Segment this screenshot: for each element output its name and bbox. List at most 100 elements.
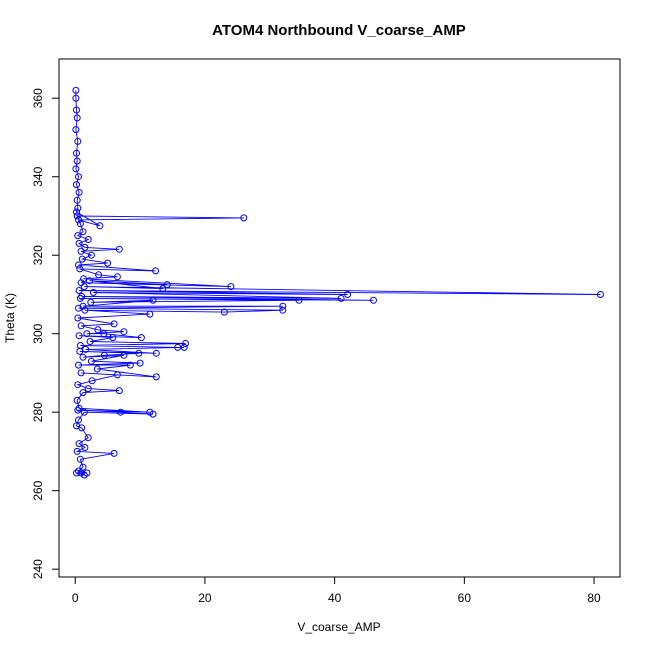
- data-point: [77, 369, 85, 377]
- data-point: [77, 322, 85, 330]
- data-point: [73, 114, 81, 122]
- data-point: [79, 228, 87, 236]
- data-point: [84, 236, 92, 243]
- data-point: [78, 424, 86, 432]
- data-point: [279, 306, 287, 314]
- data-point: [75, 239, 83, 247]
- data-point: [75, 404, 83, 412]
- data-point: [120, 351, 128, 359]
- data-point: [87, 298, 95, 306]
- data-point: [75, 416, 82, 424]
- x-tick-label: 20: [198, 591, 212, 605]
- data-point: [337, 294, 345, 302]
- data-point: [89, 289, 97, 296]
- data-point: [75, 188, 83, 196]
- data-point: [180, 343, 188, 351]
- x-tick-label: 0: [72, 591, 79, 605]
- data-point: [104, 259, 112, 267]
- series-layer: [72, 86, 604, 479]
- x-tick-label: 60: [458, 591, 472, 605]
- y-axis: 240 260 280 300 320 340 360: [31, 88, 60, 579]
- x-tick-label: 40: [328, 591, 342, 605]
- data-point: [81, 243, 89, 251]
- data-point: [75, 173, 82, 181]
- data-point: [72, 126, 80, 134]
- data-point: [75, 216, 82, 224]
- data-point: [126, 361, 134, 369]
- data-point: [94, 326, 102, 334]
- y-tick-label: 300: [31, 323, 45, 343]
- data-point: [73, 447, 81, 455]
- data-point: [78, 292, 86, 300]
- data-point: [146, 310, 154, 318]
- data-point: [73, 181, 80, 189]
- data-point: [87, 251, 95, 259]
- y-tick-label: 340: [31, 166, 45, 186]
- data-point: [149, 296, 157, 304]
- data-point: [115, 387, 123, 395]
- data-point: [240, 214, 248, 222]
- data-point: [72, 86, 80, 94]
- data-point: [74, 406, 82, 414]
- data-point: [110, 449, 118, 457]
- data-point: [75, 440, 83, 448]
- data-point: [95, 271, 103, 279]
- data-point: [88, 377, 96, 385]
- data-point: [84, 385, 92, 393]
- y-tick-label: 260: [31, 480, 45, 500]
- data-point: [73, 149, 80, 157]
- data-point: [100, 351, 108, 359]
- data-point: [100, 330, 108, 338]
- data-point: [79, 389, 87, 397]
- data-point: [76, 455, 84, 463]
- data-point: [137, 334, 145, 342]
- data-point: [73, 106, 80, 114]
- x-tick-label: 80: [587, 591, 601, 605]
- data-point: [72, 165, 80, 173]
- data-point: [77, 247, 85, 255]
- data-point: [110, 320, 118, 328]
- data-point: [113, 371, 121, 379]
- data-point: [79, 353, 87, 361]
- x-axis-label: V_coarse_AMP: [297, 620, 380, 634]
- y-axis-label: Theta (K): [3, 293, 17, 343]
- data-point: [80, 283, 88, 291]
- data-point: [182, 340, 189, 347]
- data-point: [220, 308, 228, 316]
- data-point: [597, 291, 604, 298]
- data-point: [136, 359, 144, 367]
- data-point: [75, 361, 82, 369]
- plot-frame: [58, 58, 621, 578]
- data-point: [152, 373, 160, 381]
- data-point: [81, 444, 89, 451]
- data-point: [120, 328, 128, 336]
- data-point: [76, 220, 84, 228]
- data-point: [76, 294, 84, 302]
- data-point: [75, 332, 83, 340]
- y-tick-label: 320: [31, 245, 45, 265]
- data-point: [74, 314, 82, 322]
- data-point: [73, 396, 81, 404]
- data-point: [75, 261, 82, 269]
- data-point: [279, 302, 287, 310]
- data-point: [74, 232, 82, 240]
- data-point: [149, 410, 157, 418]
- data-point: [84, 434, 92, 442]
- data-point: [113, 273, 121, 281]
- data-point: [115, 245, 123, 253]
- data-point: [75, 287, 83, 294]
- data-point: [80, 408, 88, 416]
- data-point: [86, 338, 94, 345]
- data-point: [76, 265, 84, 273]
- data-point: [152, 349, 160, 357]
- data-point: [74, 137, 82, 145]
- data-point: [135, 349, 143, 357]
- data-point: [78, 255, 86, 263]
- data-point: [109, 334, 117, 342]
- data-point: [96, 222, 104, 230]
- y-tick-label: 280: [31, 402, 45, 422]
- data-point: [344, 291, 352, 298]
- data-point: [77, 469, 85, 477]
- data-point: [75, 304, 82, 312]
